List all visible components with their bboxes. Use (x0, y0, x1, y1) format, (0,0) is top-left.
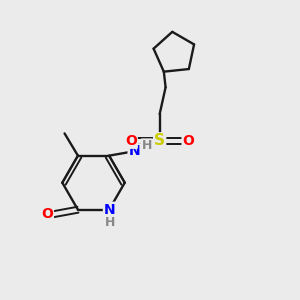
Text: N: N (104, 203, 116, 217)
Text: O: O (183, 134, 194, 148)
Text: H: H (104, 216, 115, 229)
Text: N: N (129, 144, 140, 158)
Text: H: H (142, 140, 152, 152)
Text: O: O (125, 134, 137, 148)
Text: O: O (41, 207, 53, 221)
Text: S: S (154, 133, 165, 148)
